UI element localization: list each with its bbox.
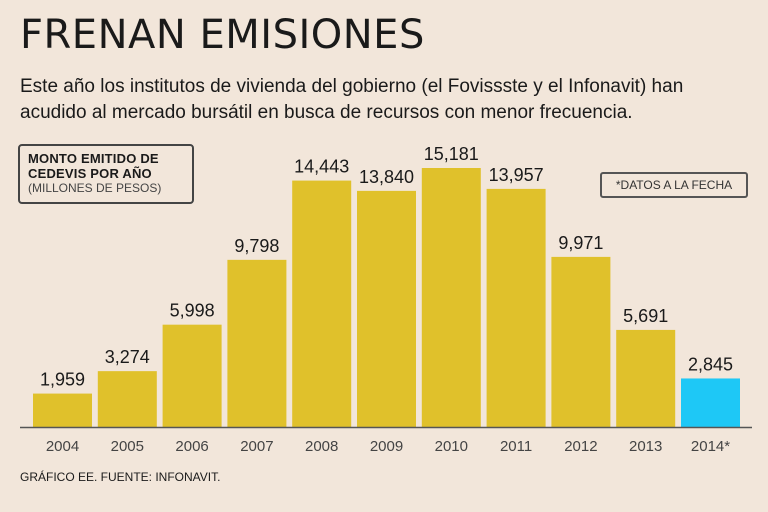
x-tick-2008: 2008 <box>305 438 338 455</box>
bar-2013 <box>616 329 676 427</box>
data-label-2010: 15,181 <box>424 144 479 164</box>
x-tick-2011: 2011 <box>500 438 532 455</box>
data-label-2005: 3,274 <box>105 347 150 367</box>
chart-subtitle: Este año los institutos de vivienda del … <box>20 76 684 123</box>
x-tick-2009: 2009 <box>370 438 403 455</box>
data-label-2009: 13,840 <box>359 167 414 187</box>
source-note: GRÁFICO EE. FUENTE: INFONAVIT. <box>20 470 221 484</box>
bar-2010 <box>421 168 481 427</box>
data-label-2013: 5,691 <box>623 306 668 326</box>
data-label-2012: 9,971 <box>558 233 603 253</box>
data-label-2006: 5,998 <box>170 301 215 321</box>
data-label-2008: 14,443 <box>294 157 349 177</box>
legend-units: (MILLONES DE PESOS) <box>28 181 162 195</box>
x-tick-2010: 2010 <box>435 438 468 455</box>
data-label-2014: 2,845 <box>688 354 733 374</box>
x-tick-2014: 2014* <box>691 438 730 455</box>
bar-2009 <box>357 190 416 427</box>
x-tick-2006: 2006 <box>175 438 208 455</box>
x-tick-2005: 2005 <box>111 438 144 455</box>
x-tick-2012: 2012 <box>564 438 597 455</box>
legend-box: MONTO EMITIDO DE CEDEVIS POR AÑO (MILLON… <box>18 144 194 204</box>
bar-2006 <box>162 324 222 427</box>
legend-title-line2: CEDEVIS POR AÑO <box>28 166 152 181</box>
bar-2014 <box>681 378 740 427</box>
data-label-2004: 1,959 <box>40 370 85 390</box>
note-box: *DATOS A LA FECHA <box>600 172 748 198</box>
bar-2012 <box>551 256 611 427</box>
data-label-2011: 13,957 <box>489 165 544 185</box>
x-tick-2007: 2007 <box>240 438 273 455</box>
x-tick-2013: 2013 <box>629 438 662 455</box>
bar-2007 <box>227 259 287 427</box>
bar-2004 <box>33 393 92 427</box>
legend-title-line1: MONTO EMITIDO DE <box>28 151 159 166</box>
bar-2005 <box>97 371 157 427</box>
data-label-2007: 9,798 <box>234 236 279 256</box>
x-tick-2004: 2004 <box>46 438 79 455</box>
chart-title: FRENAN EMISIONES <box>20 12 425 58</box>
bar-2008 <box>292 180 352 427</box>
bar-2011 <box>486 188 546 427</box>
